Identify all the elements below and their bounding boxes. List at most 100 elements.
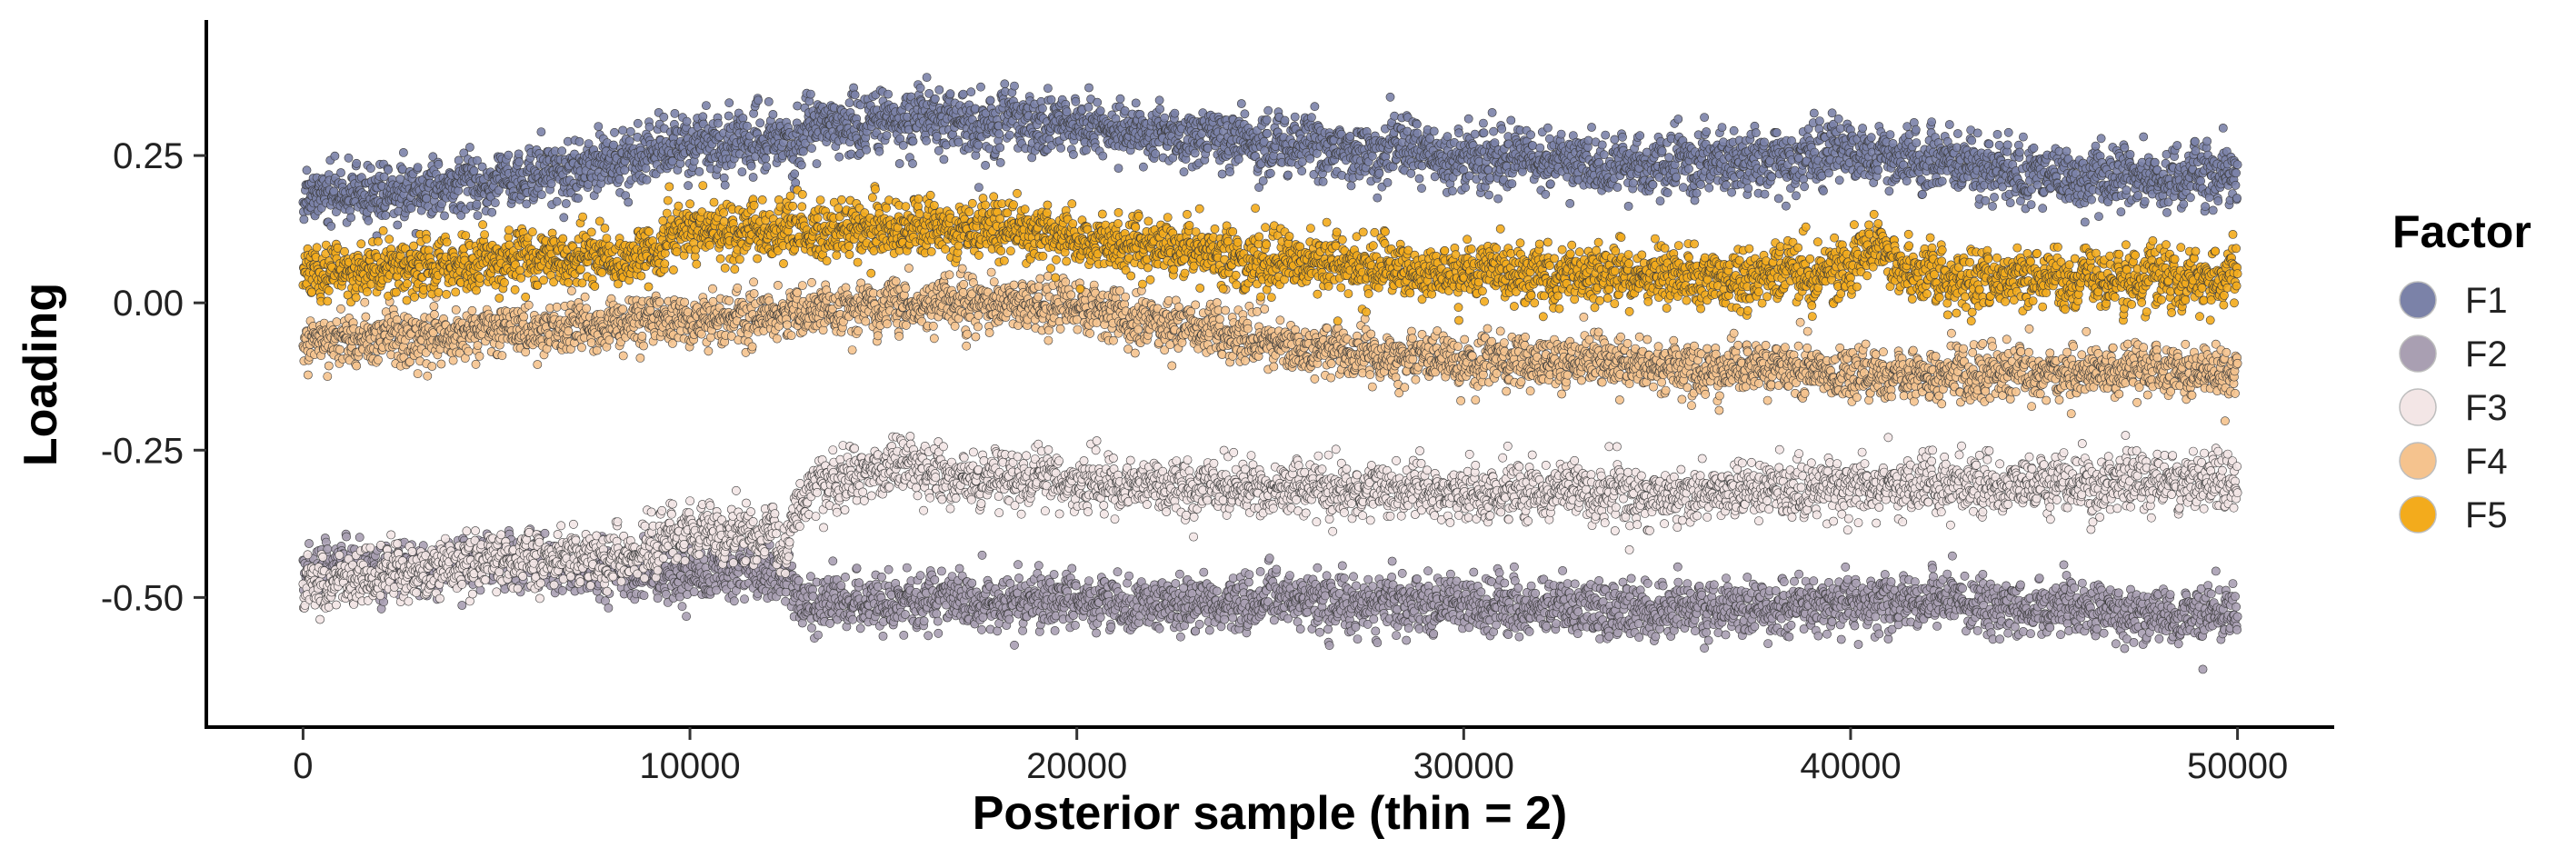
data-point [1484, 165, 1493, 174]
data-point [1993, 130, 2002, 138]
data-point [1298, 158, 1306, 166]
data-point [458, 601, 466, 609]
data-point [743, 122, 751, 130]
data-point [327, 222, 335, 230]
data-point [2062, 147, 2071, 155]
data-point [794, 102, 802, 110]
data-point [1867, 134, 1875, 142]
data-point [1391, 112, 1399, 120]
data-point [1099, 152, 1107, 160]
data-point [336, 168, 344, 176]
data-point [931, 95, 939, 103]
data-point [476, 586, 484, 594]
data-point [504, 151, 513, 159]
data-point [1902, 177, 1911, 185]
data-point [754, 96, 763, 105]
data-point [1507, 116, 1515, 125]
data-point [1072, 97, 1080, 105]
data-point [1918, 190, 1926, 198]
data-point [1557, 130, 1565, 138]
data-point [1368, 152, 1376, 160]
data-point [300, 215, 308, 224]
data-point [2232, 181, 2240, 189]
data-point [634, 119, 642, 127]
data-point [807, 145, 815, 153]
data-point [1953, 129, 1962, 137]
data-point [1462, 184, 1470, 192]
data-point [1082, 146, 1090, 155]
data-point [1291, 113, 1299, 121]
data-point [2219, 124, 2227, 132]
data-point [1782, 202, 1790, 210]
data-point [1982, 196, 1990, 205]
data-point [470, 166, 478, 175]
data-point [423, 195, 431, 203]
data-point [1263, 115, 1271, 124]
data-point [909, 137, 917, 145]
data-point [1226, 168, 1234, 176]
data-point [1307, 114, 1315, 122]
data-point [2151, 158, 2159, 166]
data-point [1859, 124, 1867, 132]
data-point [1658, 147, 1666, 155]
data-point [1819, 186, 1827, 195]
data-point [976, 83, 984, 91]
data-point [2092, 142, 2100, 150]
data-point [1718, 124, 1726, 132]
data-point [974, 141, 983, 149]
data-point [2027, 201, 2035, 209]
data-point [756, 119, 764, 127]
data-point [1264, 106, 1273, 115]
data-point [935, 85, 944, 94]
data-point [1084, 84, 1093, 92]
data-point [454, 156, 463, 165]
data-point [1234, 155, 1243, 164]
data-point [1043, 85, 1052, 93]
data-point [465, 143, 474, 151]
data-point [1885, 187, 1893, 195]
data-point [331, 152, 339, 160]
data-point [610, 128, 618, 136]
data-point [2094, 213, 2102, 221]
data-point [2203, 137, 2212, 145]
data-point [1834, 115, 1842, 123]
data-point [353, 159, 361, 167]
data-point [491, 199, 499, 207]
data-point [1656, 197, 1664, 205]
data-point [474, 212, 482, 220]
data-point [769, 110, 777, 118]
data-point [1886, 131, 1894, 139]
data-point [1156, 105, 1164, 113]
data-point [398, 165, 406, 174]
data-point [2186, 194, 2194, 202]
data-point [1484, 191, 1493, 199]
data-point [895, 159, 904, 167]
data-point [883, 131, 891, 139]
data-point [662, 590, 670, 598]
data-point [1266, 169, 1274, 177]
data-point [414, 164, 422, 172]
data-point [1874, 165, 1882, 174]
data-point [355, 534, 364, 542]
data-point [1722, 181, 1730, 189]
data-point [1636, 132, 1644, 140]
data-point [558, 586, 566, 594]
data-point [1835, 176, 1843, 185]
data-point [1063, 108, 1071, 116]
data-point [1702, 127, 1711, 135]
data-point [1464, 115, 1473, 123]
data-point [1084, 103, 1093, 111]
data-point [1529, 142, 1537, 150]
data-point [1602, 131, 1610, 139]
data-point [1237, 99, 1245, 107]
data-point [1375, 169, 1383, 177]
data-point [488, 208, 496, 216]
data-point [967, 88, 975, 96]
data-point [1968, 136, 1976, 145]
data-point [1407, 169, 1415, 177]
data-point [1417, 185, 1425, 193]
data-point [1203, 144, 1212, 152]
data-point [645, 123, 654, 131]
data-point [1259, 176, 1267, 185]
data-point [797, 161, 805, 169]
